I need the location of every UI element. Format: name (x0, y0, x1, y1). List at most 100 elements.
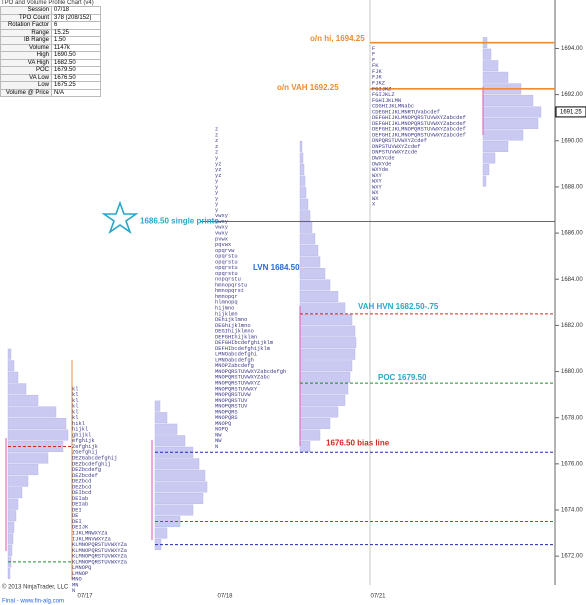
volume-bar (154, 469, 206, 481)
info-value: 1690.50 (51, 51, 101, 60)
info-value: 378 (208/152) (51, 13, 101, 22)
info-row: TPO Count 378 (208/152) (0, 13, 101, 22)
tpo-row: hijmno (215, 305, 234, 311)
tpo-row: MN (72, 582, 78, 588)
copyright: © 2013 NinjaTrader, LLC (2, 584, 69, 591)
volume-bar (154, 435, 186, 447)
volume-bar (7, 383, 27, 395)
tpo-row: nopqrstu (215, 277, 241, 283)
volume-bar (299, 279, 331, 291)
info-panel: TPO and Volume Profile Chart (v4) Sessio… (0, 0, 101, 97)
volume-bar (299, 417, 331, 429)
tpo-row: MNO (72, 577, 82, 583)
volume-bar (299, 210, 311, 222)
tpo-row: kl (72, 386, 78, 392)
plot-area (0, 0, 555, 585)
tpo-row: kl (72, 404, 78, 410)
volume-bar (154, 412, 168, 424)
tpo-row: FK (372, 63, 379, 69)
info-label: VA High (0, 58, 52, 67)
tpo-row: FGHIJKLMN (372, 98, 401, 104)
annotation: o/n hi, 1694.25 (310, 34, 365, 43)
info-row: Volume @ Price N/A (0, 88, 101, 97)
tpo-row: KLMNOPQRSTUVWXYZa (72, 559, 128, 565)
volume-bar (299, 337, 357, 349)
tpo-row: hijklmn (215, 311, 238, 317)
tpo-row: opqrstu (215, 259, 238, 265)
info-row: POC 1679.50 (0, 66, 101, 75)
volume-bar (7, 371, 19, 383)
y-tick-label: 1682.00 (561, 323, 583, 329)
volume-bar (299, 406, 339, 418)
tpo-row: z (215, 150, 218, 156)
volume-bar (482, 71, 509, 83)
tpo-row: WXY (372, 184, 382, 190)
tpo-row: N (215, 444, 218, 450)
info-table: Session 07/18 TPO Count 378 (208/152) Rotati… (0, 6, 101, 97)
info-label: Rotation Factor (0, 21, 52, 30)
tpo-row: NW (215, 438, 222, 444)
tpo-row: F (372, 57, 375, 63)
date-label: 07/17 (77, 594, 93, 600)
volume-bar (7, 533, 14, 545)
tpo-row: MNOPQRS (215, 409, 238, 415)
y-tick-label: 1688.00 (561, 185, 583, 191)
tpo-row: yz (215, 161, 221, 167)
info-label: Volume @ Price (0, 88, 52, 97)
tpo-row: MNOPZabcdefg (215, 363, 254, 369)
volume-bar (482, 48, 492, 60)
tpo-row: DEhijklmno (215, 317, 247, 323)
volume-bar (7, 406, 57, 418)
volume-bar (7, 429, 69, 441)
y-tick-label: 1690.00 (561, 138, 583, 144)
tpo-row: DWXYde (372, 161, 391, 167)
volume-bar (299, 383, 349, 395)
date-label: 07/18 (217, 594, 233, 600)
tpo-row: y (215, 190, 219, 196)
y-tick-label: 1692.00 (561, 92, 583, 98)
volume-bar (482, 152, 496, 164)
tpo-row: y (215, 155, 219, 161)
tpo-row: kl (72, 409, 78, 415)
info-label: POC (0, 66, 52, 75)
info-row: VA High 1682.50 (0, 58, 101, 67)
volume-bar (482, 94, 534, 106)
star-icon (101, 200, 139, 235)
info-row: VA Low 1676.50 (0, 73, 101, 82)
tpo-row: KLMNOPQRSTUVWXYZa (72, 542, 128, 548)
tpo-row: DEZGabcdefghij (72, 455, 117, 461)
info-value: 6 (51, 21, 101, 30)
volume-bar (7, 394, 39, 406)
tpo-row: MNOPQ (215, 421, 231, 427)
volume-bar (7, 521, 15, 533)
tpo-row: DEZbcd (72, 484, 91, 490)
source: Final - www.fin-alg.com (2, 599, 64, 605)
tpo-row: F (372, 52, 375, 58)
tpo-row: WX (372, 190, 379, 196)
annotation: LVN 1684.50 (253, 263, 300, 272)
volume-bar (7, 452, 49, 464)
volume-bar (482, 141, 509, 153)
volume-bar (299, 141, 303, 153)
tpo-row: DEZbcdefg (72, 467, 101, 473)
tpo-row: FGIJKZ (372, 86, 392, 92)
tpo-row: efghijk (72, 438, 95, 444)
tpo-row: kl (72, 398, 78, 404)
tpo-row: ghijkl (72, 432, 91, 438)
window-title: TPO and Volume Profile Chart (v4) (1, 0, 94, 6)
tpo-row: hmnopqrstu (215, 282, 247, 288)
volume-bar (154, 527, 168, 539)
volume-bar (299, 267, 326, 279)
tpo-row: z (215, 127, 218, 133)
volume-bar (154, 481, 208, 493)
volume-bar (482, 129, 524, 141)
info-label: High (0, 51, 52, 60)
volume-bar (299, 371, 351, 383)
tpo-row: DEI (72, 507, 82, 513)
tpo-row: MNOPQRSTUVW (215, 392, 251, 398)
info-value: 1.50 (51, 36, 101, 45)
tpo-row: MNOPQRS (215, 415, 238, 421)
tpo-row: vwxy (215, 219, 229, 225)
tpo-row: MNOPQRSTUVWXYZ (215, 380, 261, 386)
